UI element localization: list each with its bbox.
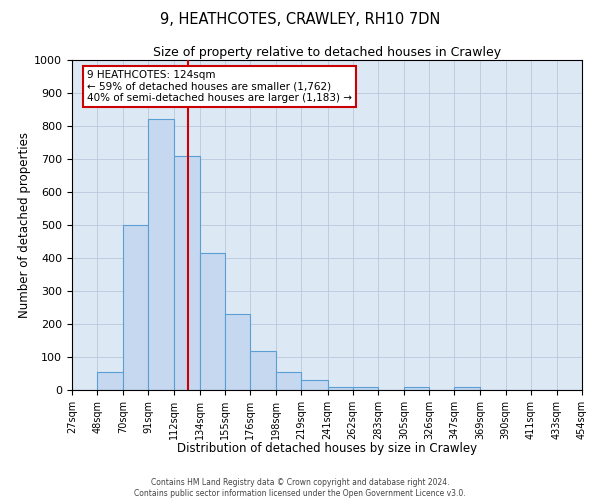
Title: Size of property relative to detached houses in Crawley: Size of property relative to detached ho… [153,46,501,59]
Bar [97,372,124,390]
Bar [148,120,173,390]
Bar [250,351,276,390]
Bar [276,372,301,390]
Bar [124,225,148,390]
Bar [301,380,328,390]
Text: 9, HEATHCOTES, CRAWLEY, RH10 7DN: 9, HEATHCOTES, CRAWLEY, RH10 7DN [160,12,440,28]
Text: Contains HM Land Registry data © Crown copyright and database right 2024.
Contai: Contains HM Land Registry data © Crown c… [134,478,466,498]
Text: 9 HEATHCOTES: 124sqm
← 59% of detached houses are smaller (1,762)
40% of semi-de: 9 HEATHCOTES: 124sqm ← 59% of detached h… [88,70,352,103]
Bar [454,386,481,390]
Bar [200,253,225,390]
X-axis label: Distribution of detached houses by size in Crawley: Distribution of detached houses by size … [177,442,477,455]
Y-axis label: Number of detached properties: Number of detached properties [19,132,32,318]
Bar [173,156,200,390]
Bar [328,386,353,390]
Bar [225,314,250,390]
Bar [404,386,429,390]
Bar [353,386,378,390]
